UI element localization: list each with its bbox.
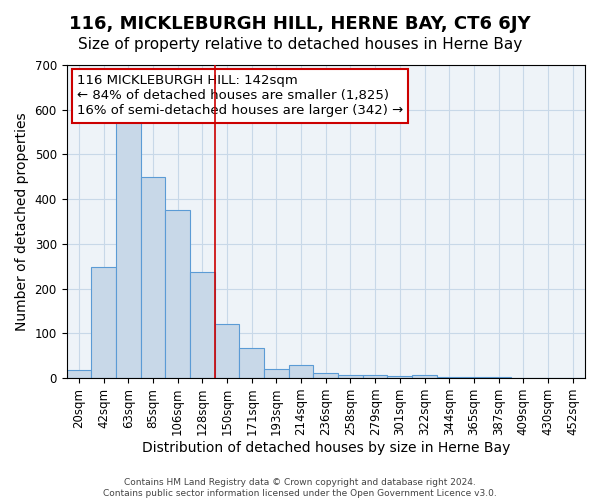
Bar bbox=[363, 375, 388, 378]
Bar bbox=[264, 369, 289, 378]
Bar bbox=[412, 374, 437, 378]
Bar bbox=[437, 377, 461, 378]
Bar bbox=[289, 364, 313, 378]
Bar bbox=[116, 114, 140, 378]
Text: Contains HM Land Registry data © Crown copyright and database right 2024.
Contai: Contains HM Land Registry data © Crown c… bbox=[103, 478, 497, 498]
Bar bbox=[461, 377, 486, 378]
Text: Size of property relative to detached houses in Herne Bay: Size of property relative to detached ho… bbox=[78, 38, 522, 52]
Text: 116 MICKLEBURGH HILL: 142sqm
← 84% of detached houses are smaller (1,825)
16% of: 116 MICKLEBURGH HILL: 142sqm ← 84% of de… bbox=[77, 74, 403, 118]
Bar bbox=[215, 324, 239, 378]
Bar bbox=[313, 373, 338, 378]
Bar bbox=[388, 376, 412, 378]
Text: 116, MICKLEBURGH HILL, HERNE BAY, CT6 6JY: 116, MICKLEBURGH HILL, HERNE BAY, CT6 6J… bbox=[69, 15, 531, 33]
Bar bbox=[91, 267, 116, 378]
Y-axis label: Number of detached properties: Number of detached properties bbox=[15, 112, 29, 331]
Bar bbox=[140, 177, 165, 378]
Bar bbox=[338, 374, 363, 378]
Bar bbox=[190, 272, 215, 378]
X-axis label: Distribution of detached houses by size in Herne Bay: Distribution of detached houses by size … bbox=[142, 441, 510, 455]
Bar bbox=[67, 370, 91, 378]
Bar bbox=[486, 377, 511, 378]
Bar bbox=[165, 210, 190, 378]
Bar bbox=[239, 348, 264, 378]
